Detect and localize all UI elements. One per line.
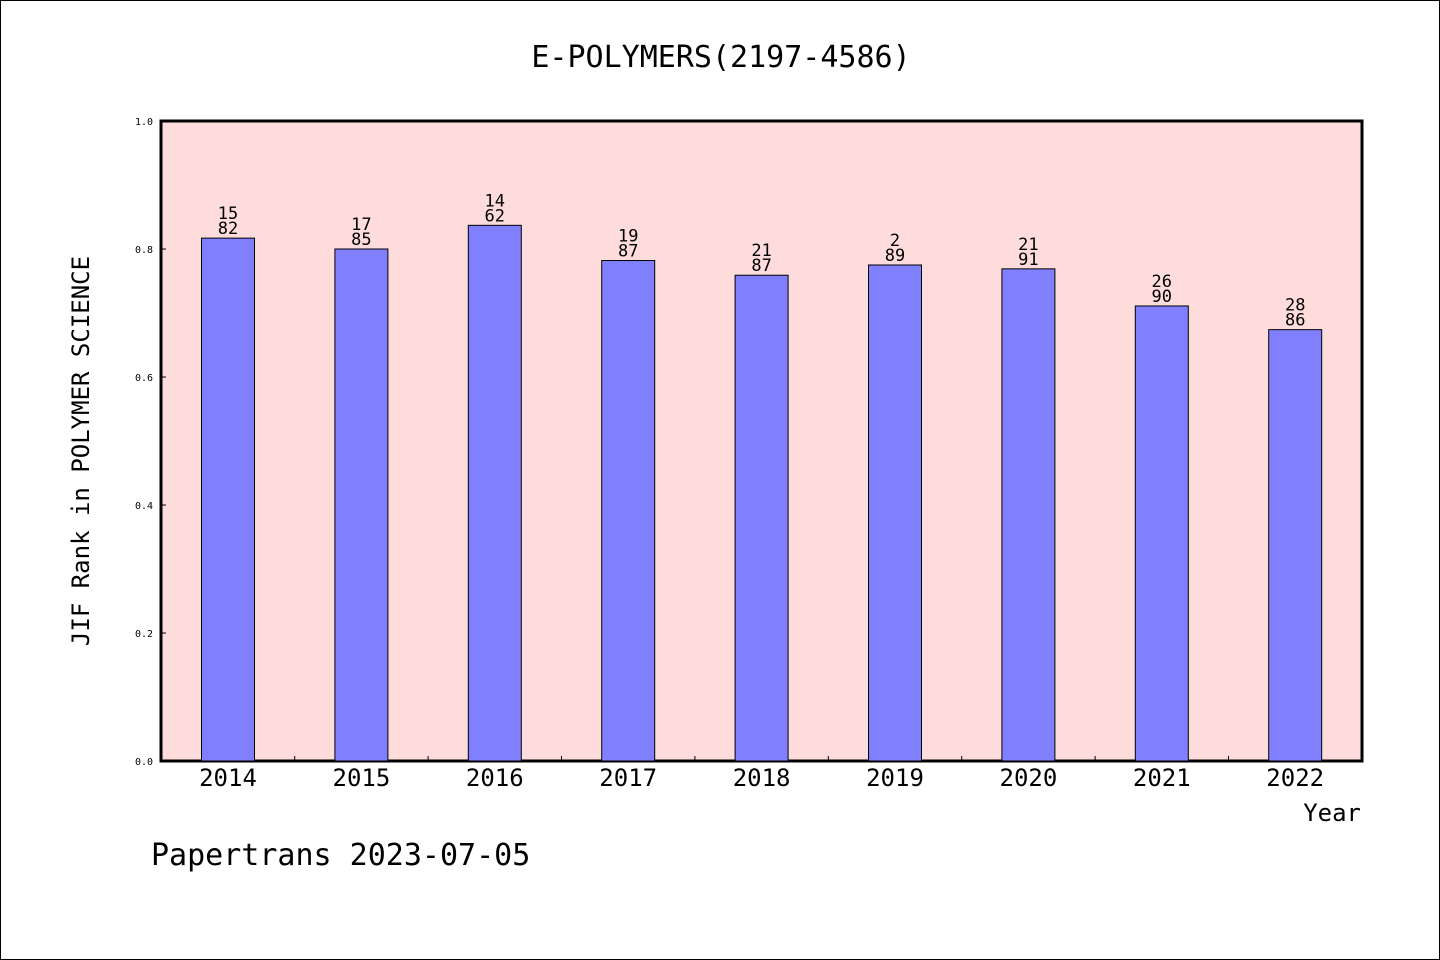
bar-rank-label: 21 [1018, 235, 1038, 255]
y-tick-label: 0.8 [135, 245, 153, 256]
bar-rank-label: 15 [218, 204, 238, 224]
bar-total-label: 62 [485, 206, 505, 226]
bar-total-label: 87 [618, 242, 638, 262]
bar-total-label: 85 [351, 230, 371, 250]
bar-rank-label: 2 [890, 231, 900, 251]
bar-rank-label: 17 [351, 215, 371, 235]
x-tick-label: 2015 [333, 764, 391, 792]
x-tick-label: 2017 [599, 764, 657, 792]
x-tick-label: 2022 [1266, 764, 1324, 792]
bar-total-label: 87 [751, 256, 771, 276]
bar-2016 [467, 224, 522, 762]
y-tick-label: 0.6 [135, 373, 153, 384]
bar-rank-label: 19 [618, 227, 638, 247]
bar-total-label: 90 [1152, 287, 1172, 307]
chart-title: E-POLYMERS(2197-4586) [531, 40, 910, 75]
bar-2015 [334, 248, 389, 762]
bar-total-label: 91 [1018, 250, 1038, 270]
bar-rank-label: 28 [1285, 296, 1305, 316]
y-axis-label: JIF Rank in POLYMER SCIENCE [67, 256, 95, 646]
bar-rank-label: 14 [485, 191, 505, 211]
bar-2018 [734, 274, 789, 762]
x-tick-label: 2021 [1133, 764, 1191, 792]
footer-text: Papertrans 2023-07-05 [151, 838, 530, 873]
x-tick-label: 2016 [466, 764, 524, 792]
bar-rank-label: 26 [1152, 272, 1172, 292]
y-tick-label: 0.4 [135, 501, 153, 512]
bar-total-label: 89 [885, 246, 905, 266]
bar-2019 [868, 264, 922, 762]
y-tick-label: 0.0 [135, 757, 153, 768]
bar-2020 [1001, 268, 1056, 762]
x-tick-label: 2014 [199, 764, 257, 792]
x-tick-label: 2018 [733, 764, 791, 792]
y-tick-label: 1.0 [135, 117, 153, 128]
bar-2017 [601, 260, 656, 762]
bar-2022 [1268, 329, 1323, 762]
bar-rank-label: 21 [751, 241, 771, 261]
bar-total-label: 82 [218, 219, 238, 239]
bar-total-label: 86 [1285, 311, 1305, 331]
x-tick-label: 2020 [1000, 764, 1058, 792]
x-tick-label: 2019 [866, 764, 924, 792]
bar-2021 [1134, 305, 1189, 762]
x-axis-label: Year [1303, 799, 1361, 827]
y-tick-label: 0.2 [135, 629, 153, 640]
bar-2014 [201, 237, 255, 762]
